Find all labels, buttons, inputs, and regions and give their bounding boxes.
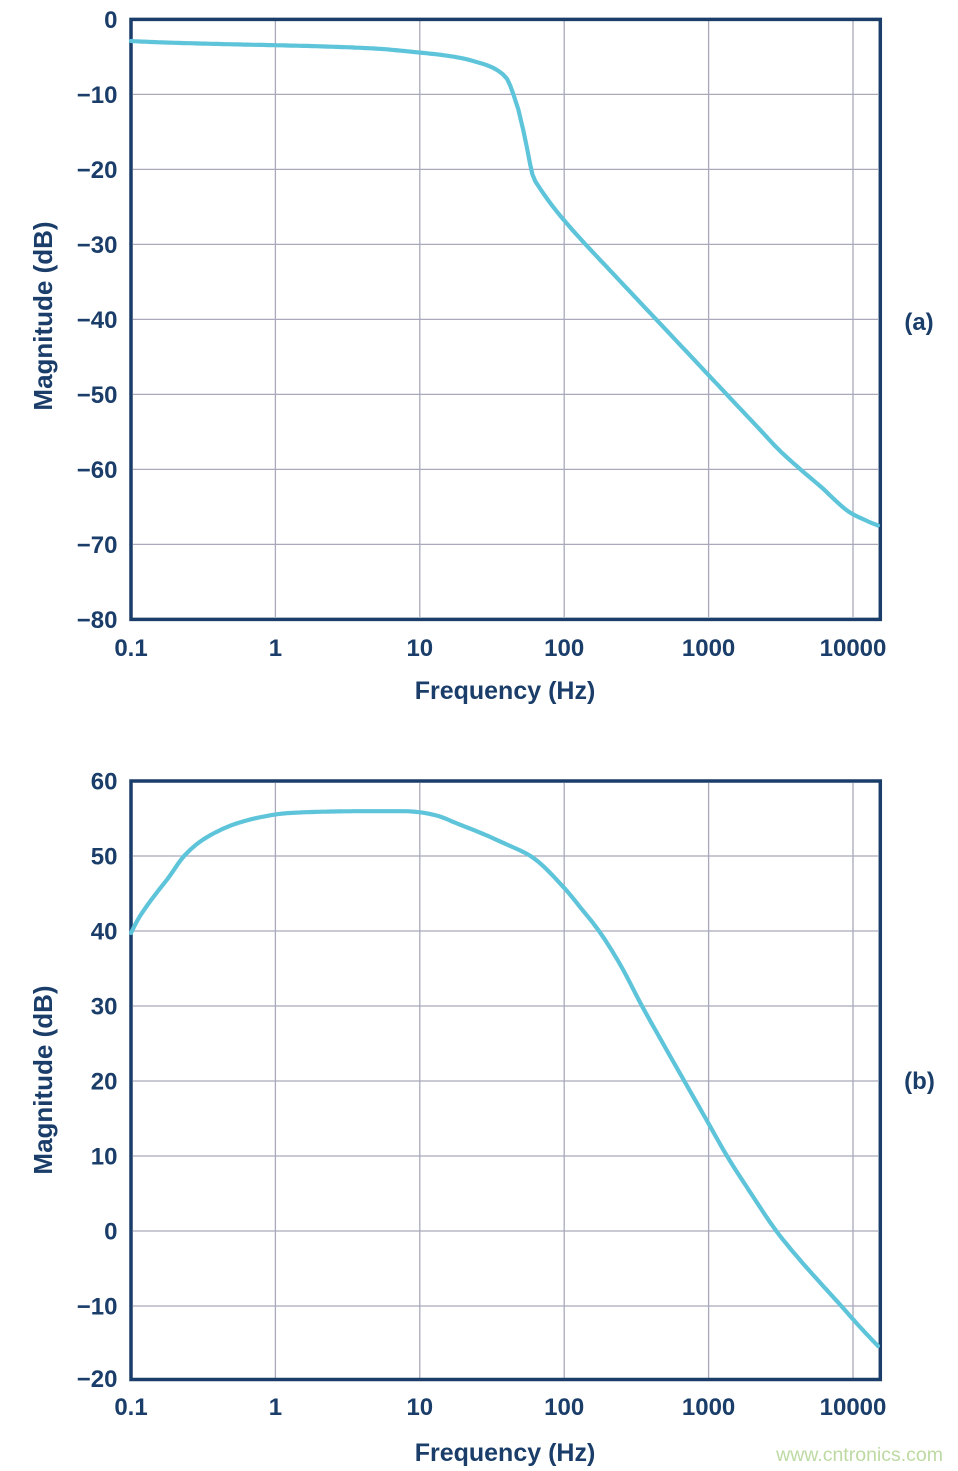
- svg-text:0.1: 0.1: [114, 635, 147, 662]
- svg-text:Magnitude (dB): Magnitude (dB): [28, 221, 58, 410]
- svg-text:10000: 10000: [820, 635, 887, 662]
- svg-text:Frequency (Hz): Frequency (Hz): [415, 1439, 596, 1467]
- svg-text:1000: 1000: [682, 635, 735, 662]
- svg-text:−10: −10: [77, 82, 118, 109]
- svg-text:Magnitude (dB): Magnitude (dB): [28, 985, 58, 1174]
- svg-text:50: 50: [91, 844, 118, 871]
- svg-text:40: 40: [91, 919, 118, 946]
- svg-text:60: 60: [91, 769, 118, 796]
- svg-text:−80: −80: [77, 607, 118, 634]
- svg-text:(a): (a): [904, 309, 933, 336]
- svg-text:100: 100: [544, 635, 584, 662]
- svg-text:10: 10: [91, 1144, 118, 1171]
- svg-text:−40: −40: [77, 307, 118, 334]
- svg-text:1000: 1000: [682, 1394, 735, 1421]
- svg-text:−10: −10: [77, 1294, 118, 1321]
- svg-text:0.1: 0.1: [114, 1394, 147, 1421]
- svg-text:−70: −70: [77, 532, 118, 559]
- svg-text:−20: −20: [77, 1366, 118, 1393]
- svg-text:30: 30: [91, 994, 118, 1021]
- svg-text:−60: −60: [77, 457, 118, 484]
- svg-text:1: 1: [269, 1394, 282, 1421]
- svg-text:www.cntronics.com: www.cntronics.com: [775, 1444, 943, 1466]
- svg-text:10: 10: [406, 635, 433, 662]
- svg-text:−20: −20: [77, 157, 118, 184]
- svg-text:0: 0: [104, 1219, 117, 1246]
- svg-text:10000: 10000: [820, 1394, 887, 1421]
- svg-text:0: 0: [104, 7, 117, 34]
- svg-text:10: 10: [406, 1394, 433, 1421]
- svg-text:(b): (b): [904, 1068, 935, 1095]
- svg-text:−50: −50: [77, 382, 118, 409]
- svg-text:20: 20: [91, 1069, 118, 1096]
- svg-text:100: 100: [544, 1394, 584, 1421]
- svg-text:−30: −30: [77, 232, 118, 259]
- svg-text:1: 1: [269, 635, 282, 662]
- svg-text:Frequency (Hz): Frequency (Hz): [415, 677, 596, 705]
